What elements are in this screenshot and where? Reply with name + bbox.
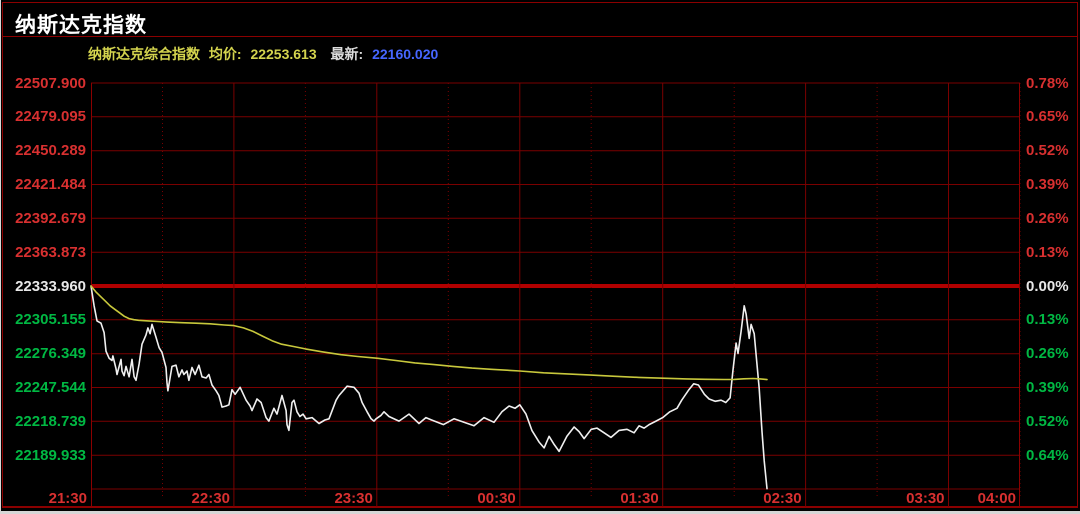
y-axis-label-left: 22421.484 — [15, 176, 86, 193]
y-axis-label-right: 0.00% — [1026, 277, 1069, 295]
legend-index-name: 纳斯达克综合指数 — [88, 46, 200, 62]
y-axis-label-left: 22450.289 — [15, 142, 86, 160]
y-axis-label-right: 0.52% — [1026, 412, 1069, 430]
y-axis-label-right: 0.52% — [1026, 142, 1069, 160]
x-axis-label: 01:30 — [620, 490, 659, 507]
x-axis-label: 00:30 — [477, 490, 516, 507]
y-axis-label-left: 22276.349 — [15, 345, 86, 363]
y-axis-label-right: 0.65% — [1026, 108, 1069, 126]
y-axis-label-right: 0.13% — [1026, 311, 1069, 329]
legend-avg-value: 22253.613 — [250, 46, 317, 62]
y-axis-label-left: 22305.155 — [15, 311, 86, 329]
y-axis-label-left: 22479.095 — [15, 108, 86, 126]
y-axis-label-left: 22507.900 — [15, 74, 86, 92]
x-axis-label: 21:30 — [48, 490, 87, 507]
y-axis-label-left: 22189.933 — [15, 446, 86, 464]
y-axis-label-left: 22333.960 — [15, 277, 86, 295]
legend-last-value: 22160.020 — [372, 46, 439, 62]
title-bar: 纳斯达克指数 — [3, 3, 1077, 37]
frame-right-line — [1077, 2, 1078, 507]
y-axis-label-right: 0.39% — [1026, 176, 1069, 193]
y-axis-label-right: 0.39% — [1026, 379, 1069, 396]
window-bottom-edge — [0, 511, 1080, 514]
y-axis-label-right: 0.13% — [1026, 243, 1069, 261]
avg_price-line — [90, 285, 768, 381]
x-axis-label: 04:00 — [977, 490, 1016, 507]
frame-left-line — [2, 2, 3, 507]
price-line — [90, 285, 768, 490]
frame-top-line — [2, 2, 1078, 3]
title-separator-line — [2, 36, 1078, 37]
y-axis-label-left: 22247.544 — [15, 379, 86, 396]
window-left-edge — [0, 0, 1, 514]
y-axis-label-right: 0.26% — [1026, 209, 1069, 227]
x-axis-label: 22:30 — [191, 490, 230, 507]
y-axis-label-right: 0.78% — [1026, 74, 1069, 92]
chart-legend: 纳斯达克综合指数 均价: 22253.613 最新: 22160.020 — [88, 45, 438, 63]
chart-canvas[interactable] — [90, 82, 1021, 507]
y-axis-label-left: 22363.873 — [15, 243, 86, 261]
x-axis-label: 03:30 — [906, 490, 945, 507]
x-axis-label: 02:30 — [763, 490, 802, 507]
legend-avg-label: 均价: — [208, 46, 242, 62]
y-axis-label-right: 0.26% — [1026, 345, 1069, 363]
y-axis-label-right: 0.64% — [1026, 446, 1069, 464]
page-title: 纳斯达克指数 — [15, 14, 147, 37]
frame-bottom-line — [2, 506, 1078, 508]
y-axis-label-left: 22218.739 — [15, 412, 86, 430]
x-axis-label: 23:30 — [334, 490, 373, 507]
legend-last-label: 最新: — [330, 46, 364, 62]
y-axis-label-left: 22392.679 — [15, 209, 86, 227]
